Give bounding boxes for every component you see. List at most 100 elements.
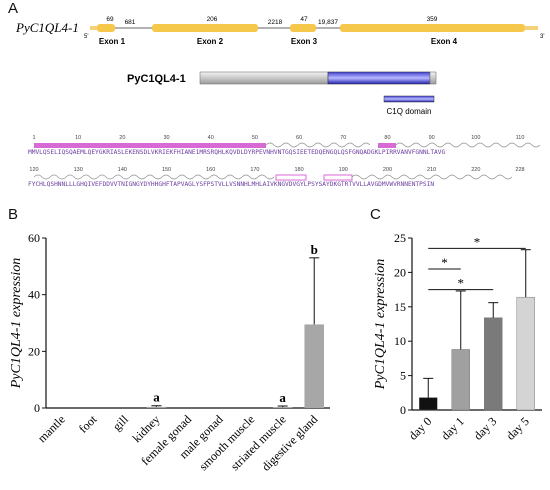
chart-b-x-tick-label: foot (76, 412, 100, 436)
sequence-tick-label: 30 (163, 135, 169, 141)
chart-c-significance-star: * (458, 276, 465, 291)
c1q-legend-swatch (383, 95, 435, 103)
utr-3 (525, 26, 538, 30)
exon-3-label: Exon 3 (291, 37, 318, 46)
chart-b-x-tick-label: mantle (35, 412, 68, 445)
utr-5 (90, 26, 98, 30)
chart-c-bar (516, 296, 535, 411)
gene-number-2: 206 (207, 16, 218, 23)
sequence-tick-label: 50 (252, 135, 258, 141)
chart-c-x-tick-label: day 5 (503, 414, 532, 443)
exon-4-label: Exon 4 (431, 37, 458, 46)
chart-c-y-tick-label: 10 (394, 334, 406, 348)
chart-c-y-tick-label: 25 (394, 231, 406, 245)
chart-b-x-tick-label: gill (110, 412, 132, 434)
chart-c-y-axis-label: PyC1QL4-1 expression (373, 259, 388, 391)
coil-line-2 (395, 142, 541, 148)
sequence-tick-label: 80 (384, 135, 390, 141)
exon-4-box (340, 24, 525, 32)
sequence-tick-label: 220 (471, 167, 480, 173)
gene-structure: PyC1QL4-1 5' 3' 69 681 206 2218 47 19,83… (15, 16, 544, 46)
chart-c-significance-star: * (474, 234, 481, 249)
sequence-tick-label: 1 (32, 135, 35, 141)
chart-b-significance-letter: a (153, 390, 160, 405)
chart-b-y-tick-label: 60 (28, 231, 40, 245)
coil-line-4 (351, 174, 513, 180)
gene-number-1: 681 (125, 19, 136, 26)
sequence-tick-label: 160 (206, 167, 215, 173)
sequence-annotation (33, 142, 541, 181)
protein-c1q-region (327, 71, 431, 85)
chart-b-significance-letter: a (279, 390, 286, 405)
gene-number-0: 69 (106, 16, 114, 23)
helix-bar-1 (34, 143, 266, 148)
c1q-domain-label: C1Q domain (387, 107, 432, 116)
gene-number-5: 19,837 (318, 19, 338, 26)
sequence-tick-label: 110 (516, 135, 525, 141)
chart-c: 0 5 10 15 20 25 PyC1QL4-1 expression day 0 day 1… (373, 231, 542, 443)
chart-c-bar (451, 349, 470, 411)
chart-c-x-tick-label: day 0 (406, 414, 435, 443)
sequence-tick-label: 190 (339, 167, 348, 173)
helix-bar-3 (275, 174, 307, 181)
chart-c-y-tick-label: 5 (400, 369, 406, 383)
gene-5prime-label: 5' (84, 34, 88, 40)
chart-c-x-tick-label: day 1 (438, 414, 467, 443)
gene-number-3: 2218 (268, 19, 283, 26)
chart-c-y-tick-label: 20 (394, 265, 406, 279)
sequence-tick-label: 10 (75, 135, 81, 141)
helix-bar-2 (378, 143, 396, 148)
sequence-tick-label: 210 (427, 167, 436, 173)
chart-b-bar (304, 324, 325, 408)
sequence-tick-label: 70 (340, 135, 346, 141)
chart-b-y-tick-label: 0 (34, 401, 40, 415)
sequence-tick-label: 180 (294, 167, 303, 173)
chart-c-x-tick-label: day 3 (471, 414, 500, 443)
sequence-ticks-line2: 120 130 140 150 160 170 180 190 200 210 220 228 (29, 167, 524, 173)
chart-c-y-tick-label: 15 (394, 300, 406, 314)
chart-b-y-axis-label: PyC1QL4-1 expression (9, 258, 24, 390)
gene-3prime-label: 3' (540, 34, 544, 40)
protein-grey-tail (429, 71, 437, 85)
sequence-line-2: FYCHLQSHNNLLLGHQIVEFDDVVTNIGNGYDYHHGHFTA… (28, 181, 435, 188)
chart-b-bar (146, 406, 167, 408)
sequence-tick-label: 228 (515, 167, 524, 173)
panel-label-a: A (8, 0, 19, 17)
panel-label-b: B (8, 206, 19, 223)
protein-grey-region (199, 71, 329, 85)
sequence-tick-label: 60 (296, 135, 302, 141)
sequence-tick-label: 100 (471, 135, 480, 141)
sequence-line-1: MMVLQSELIQSQAEMLQEYGKRIASLEKENSDLVKRIEKF… (28, 149, 446, 156)
exon-3-box (290, 24, 316, 32)
exon-2-label: Exon 2 (197, 37, 224, 46)
sequence-tick-label: 130 (74, 167, 83, 173)
coil-line-3 (33, 174, 275, 180)
sequence-tick-label: 140 (118, 167, 127, 173)
sequence-tick-label: 200 (383, 167, 392, 173)
sequence-tick-label: 150 (162, 167, 171, 173)
chart-b: 0 20 40 60 PyC1QL4-1 expression mantle foot gil… (9, 231, 330, 474)
gene-number-4: 47 (300, 16, 308, 23)
chart-c-significance-star: * (441, 255, 448, 270)
exon-1-box (97, 24, 115, 32)
chart-b-y-tick-label: 40 (28, 288, 40, 302)
sequence-tick-label: 20 (119, 135, 125, 141)
chart-c-bar (484, 317, 503, 411)
protein-structure: PyC1QL4-1 C1Q domain (127, 71, 437, 116)
gene-name: PyC1QL4-1 (15, 20, 79, 35)
helix-bar-4 (323, 174, 353, 181)
chart-c-y-tick-label: 0 (400, 403, 406, 417)
sequence-ticks-line1: 1 10 20 30 40 50 60 70 80 90 100 110 (32, 135, 524, 141)
protein-name: PyC1QL4-1 (127, 73, 186, 85)
exon-2-box (152, 24, 258, 32)
chart-b-x-tick-label: digestive gland (259, 412, 321, 474)
chart-b-significance-letter: b (311, 242, 318, 257)
gene-number-6: 359 (427, 16, 438, 23)
exon-1-label: Exon 1 (99, 37, 126, 46)
sequence-tick-label: 90 (429, 135, 435, 141)
coil-line-1 (265, 142, 371, 148)
sequence-tick-label: 40 (208, 135, 214, 141)
sequence-tick-label: 120 (29, 167, 38, 173)
chart-b-bar (272, 407, 293, 408)
